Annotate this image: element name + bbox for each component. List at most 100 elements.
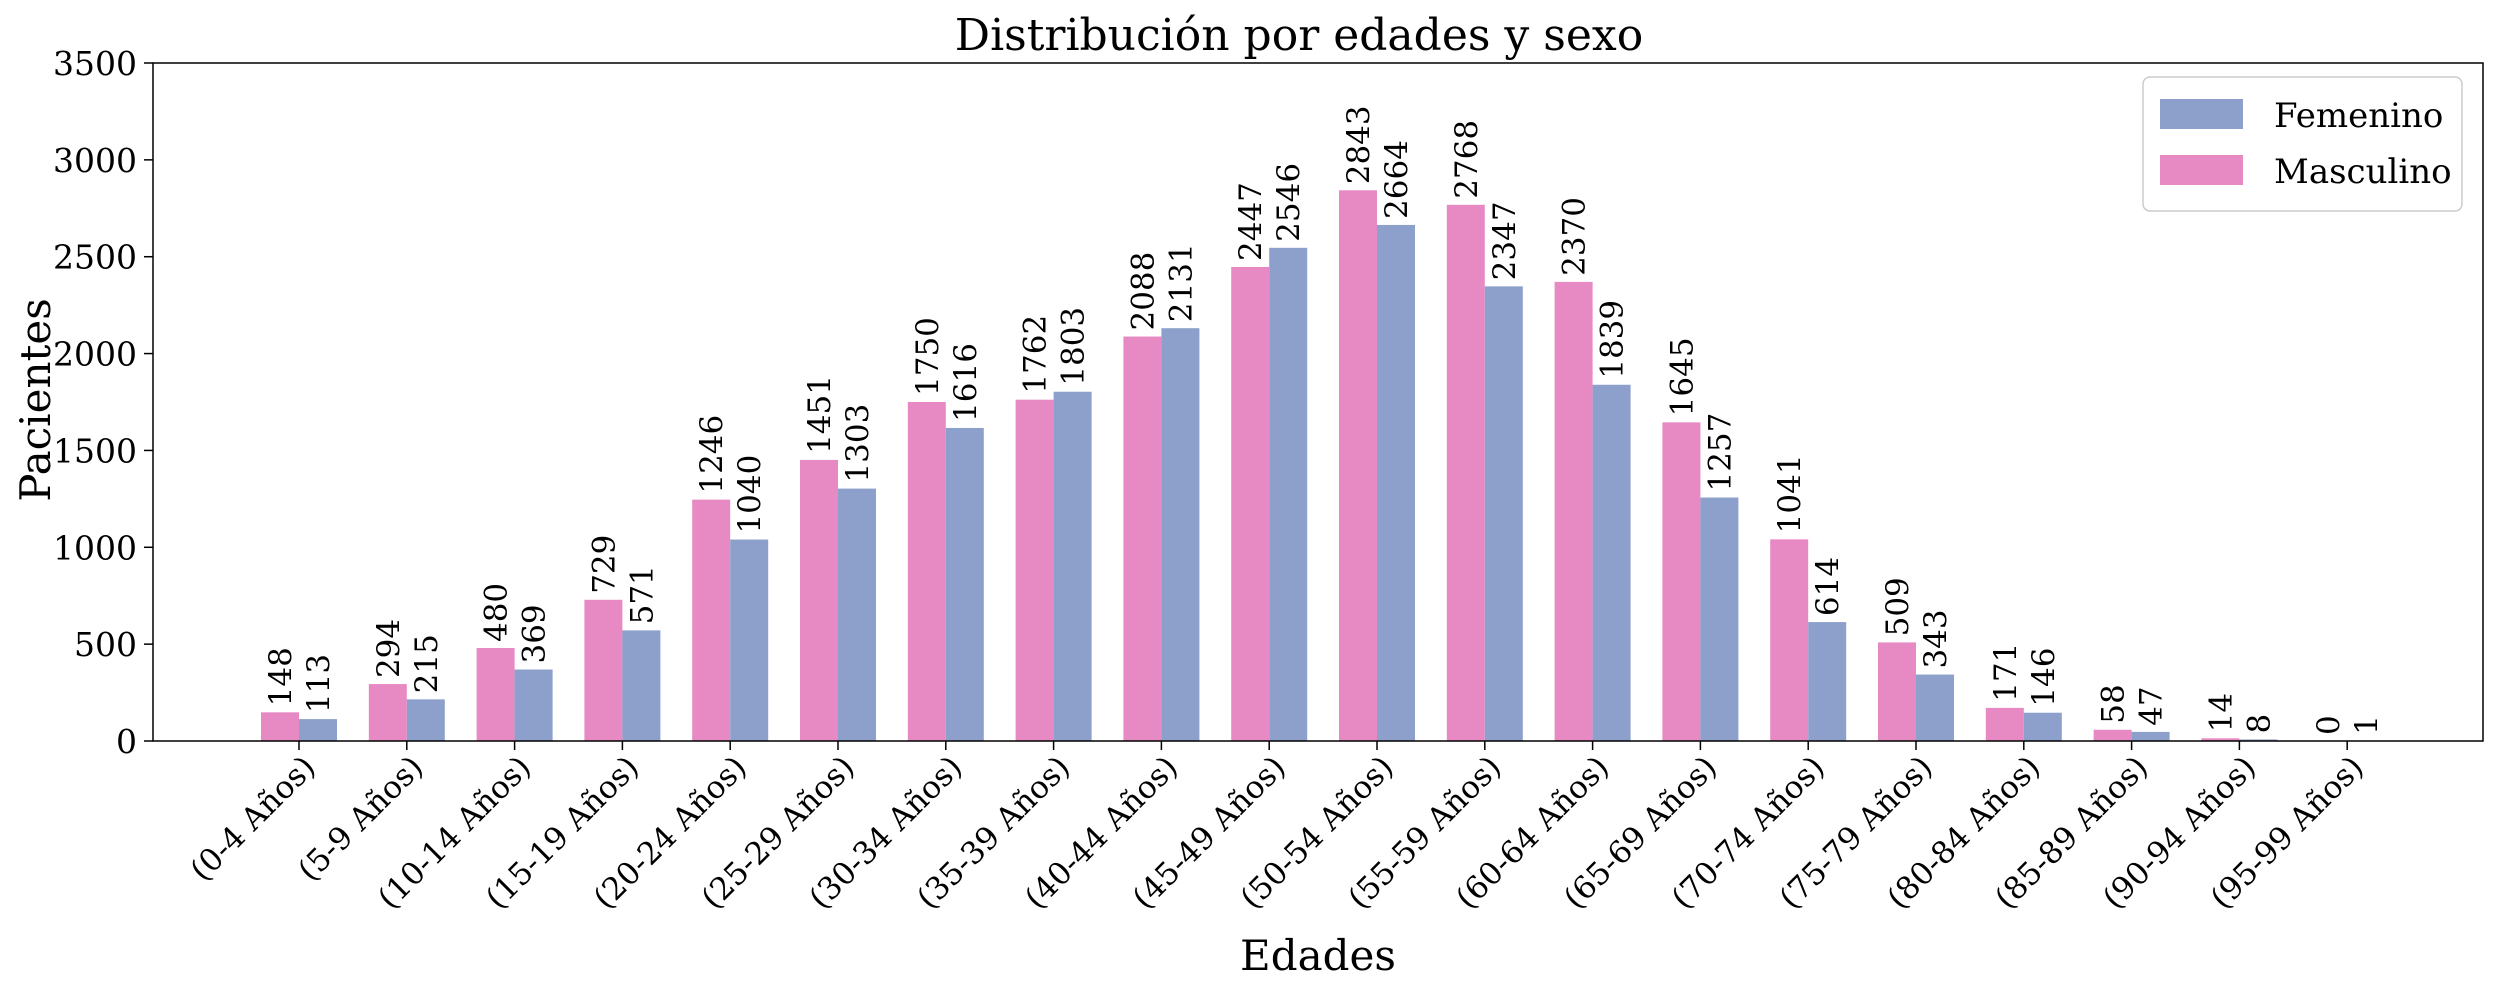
y-tick-label: 3000 bbox=[53, 141, 137, 180]
value-label-femenino: 1303 bbox=[840, 404, 876, 483]
value-label-masculino: 294 bbox=[371, 619, 407, 678]
y-tick-label: 500 bbox=[74, 625, 137, 664]
bar-femenino-7 bbox=[1053, 391, 1092, 741]
y-tick-label: 0 bbox=[116, 722, 137, 761]
value-label-masculino: 148 bbox=[263, 647, 299, 706]
value-label-masculino: 1246 bbox=[694, 415, 730, 494]
bar-masculino-0 bbox=[261, 712, 299, 741]
bar-masculino-16 bbox=[1985, 707, 2024, 741]
bar-femenino-1 bbox=[406, 699, 445, 741]
bar-masculino-17 bbox=[2093, 729, 2132, 741]
value-label-femenino: 1803 bbox=[1056, 307, 1092, 386]
value-label-masculino: 58 bbox=[2096, 684, 2132, 723]
y-tick-label: 3500 bbox=[53, 44, 137, 83]
value-label-masculino: 2088 bbox=[1125, 252, 1161, 331]
value-label-femenino: 8 bbox=[2241, 714, 2277, 734]
bar-masculino-1 bbox=[368, 684, 407, 741]
value-label-masculino: 171 bbox=[1988, 643, 2024, 702]
plot-frame bbox=[152, 62, 2484, 742]
value-label-masculino: 480 bbox=[479, 583, 515, 642]
value-label-femenino: 47 bbox=[2134, 686, 2170, 725]
bar-femenino-17 bbox=[2131, 731, 2170, 741]
bar-femenino-5 bbox=[838, 488, 876, 741]
value-label-masculino: 1451 bbox=[802, 375, 838, 454]
value-label-femenino: 1839 bbox=[1595, 300, 1631, 379]
bar-femenino-6 bbox=[945, 427, 984, 741]
bar-masculino-12 bbox=[1554, 281, 1593, 741]
bar-femenino-8 bbox=[1161, 328, 1200, 741]
bar-femenino-3 bbox=[622, 630, 661, 741]
value-label-femenino: 1 bbox=[2349, 715, 2385, 735]
value-label-masculino: 2447 bbox=[1233, 182, 1269, 261]
legend-swatch-masculino bbox=[2160, 155, 2243, 185]
legend-label-masculino: Masculino bbox=[2274, 152, 2452, 192]
value-label-femenino: 343 bbox=[1918, 609, 1954, 668]
bar-masculino-8 bbox=[1123, 336, 1162, 741]
bar-femenino-11 bbox=[1484, 286, 1523, 741]
value-label-femenino: 369 bbox=[517, 604, 553, 663]
bar-masculino-9 bbox=[1231, 266, 1270, 741]
bars-layer bbox=[261, 190, 2386, 742]
bar-masculino-15 bbox=[1878, 642, 1916, 741]
y-tick-label: 1500 bbox=[53, 431, 137, 470]
bar-masculino-18 bbox=[2201, 738, 2240, 741]
value-label-masculino: 2768 bbox=[1449, 120, 1485, 199]
value-label-femenino: 2131 bbox=[1163, 243, 1199, 322]
bar-femenino-16 bbox=[2023, 712, 2062, 741]
bar-femenino-9 bbox=[1269, 247, 1308, 742]
value-label-femenino: 571 bbox=[624, 565, 660, 624]
bar-femenino-13 bbox=[1700, 497, 1739, 741]
bar-masculino-13 bbox=[1662, 422, 1701, 741]
bar-femenino-15 bbox=[1916, 674, 1954, 741]
x-axis-ticks: (0-4 Años)(5-9 Años)(10-14 Años)(15-19 A… bbox=[183, 741, 2371, 916]
value-label-masculino: 1762 bbox=[1018, 315, 1054, 394]
y-axis-label: Pacientes bbox=[11, 298, 60, 502]
value-label-femenino: 614 bbox=[1810, 557, 1846, 616]
bar-masculino-4 bbox=[692, 499, 731, 741]
value-label-masculino: 2843 bbox=[1341, 105, 1377, 184]
value-label-masculino: 509 bbox=[1880, 577, 1916, 636]
value-label-masculino: 0 bbox=[2311, 715, 2347, 735]
legend-label-femenino: Femenino bbox=[2274, 96, 2443, 136]
value-label-femenino: 2347 bbox=[1487, 201, 1523, 280]
bar-masculino-11 bbox=[1446, 204, 1485, 742]
value-label-femenino: 113 bbox=[301, 654, 337, 713]
y-tick-label: 1000 bbox=[53, 528, 137, 567]
y-axis-ticks: 0 500 1000 1500 2000 2500 3000 3500 bbox=[53, 44, 153, 761]
bar-masculino-2 bbox=[476, 648, 515, 741]
chart-title: Distribución por edades y sexo bbox=[955, 10, 1643, 61]
bar-masculino-6 bbox=[907, 402, 946, 741]
value-label-femenino: 1040 bbox=[732, 455, 768, 534]
value-label-femenino: 2546 bbox=[1271, 163, 1307, 242]
value-label-masculino: 2370 bbox=[1557, 197, 1593, 276]
bar-femenino-18 bbox=[2239, 739, 2278, 741]
bar-femenino-12 bbox=[1592, 384, 1631, 741]
value-label-femenino: 146 bbox=[2026, 648, 2062, 707]
value-label-masculino: 1041 bbox=[1772, 454, 1808, 533]
bar-femenino-0 bbox=[299, 719, 337, 741]
bar-masculino-3 bbox=[584, 599, 623, 741]
legend-swatch-femenino bbox=[2160, 99, 2243, 129]
bar-masculino-10 bbox=[1339, 190, 1377, 742]
bar-femenino-14 bbox=[1808, 622, 1847, 741]
bar-masculino-7 bbox=[1015, 399, 1054, 741]
y-tick-label: 2500 bbox=[53, 238, 137, 277]
x-axis-label: Edades bbox=[1240, 931, 1396, 980]
value-label-masculino: 1645 bbox=[1664, 337, 1700, 416]
value-label-masculino: 1750 bbox=[910, 317, 946, 396]
value-label-femenino: 215 bbox=[409, 634, 445, 693]
legend: Femenino Masculino bbox=[2142, 76, 2463, 212]
bar-femenino-2 bbox=[514, 669, 553, 741]
bar-masculino-14 bbox=[1770, 539, 1809, 741]
value-label-femenino: 2664 bbox=[1379, 140, 1415, 219]
value-label-masculino: 729 bbox=[586, 535, 622, 594]
bar-femenino-10 bbox=[1377, 224, 1415, 742]
value-label-masculino: 14 bbox=[2203, 693, 2239, 732]
bar-masculino-5 bbox=[800, 459, 838, 741]
value-label-femenino: 1257 bbox=[1702, 413, 1738, 492]
y-tick-label: 2000 bbox=[53, 335, 137, 374]
value-label-femenino: 1616 bbox=[948, 343, 984, 422]
bar-femenino-4 bbox=[730, 539, 769, 741]
